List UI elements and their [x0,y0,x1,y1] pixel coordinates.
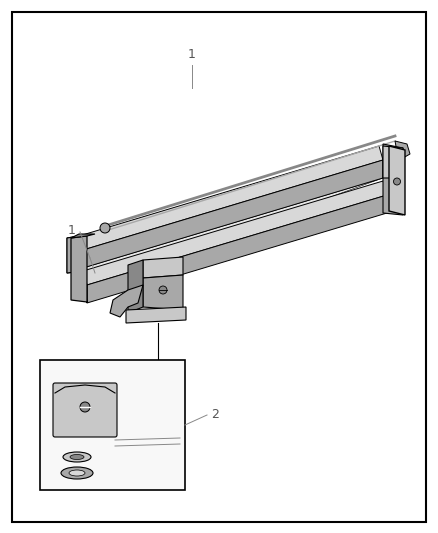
Polygon shape [389,146,405,215]
Polygon shape [143,275,183,310]
Text: 1: 1 [188,49,196,61]
Polygon shape [128,260,143,313]
Ellipse shape [61,467,93,479]
Ellipse shape [70,455,84,459]
Text: 1: 1 [68,223,76,237]
Circle shape [393,178,400,185]
Polygon shape [383,146,403,178]
Polygon shape [71,236,87,302]
Ellipse shape [63,452,91,462]
Polygon shape [126,307,186,323]
Polygon shape [83,178,383,285]
Polygon shape [87,195,387,303]
Text: 2: 2 [211,408,219,422]
Ellipse shape [69,470,85,476]
Circle shape [80,402,90,412]
Polygon shape [67,236,83,273]
Polygon shape [143,257,183,278]
Polygon shape [83,160,383,268]
Circle shape [159,286,167,294]
FancyBboxPatch shape [53,383,117,437]
Polygon shape [110,285,143,317]
Polygon shape [79,236,87,303]
Polygon shape [79,146,383,250]
Polygon shape [83,181,387,285]
Polygon shape [395,141,410,158]
Polygon shape [383,144,403,215]
Polygon shape [67,236,87,303]
Polygon shape [71,234,95,238]
Circle shape [100,223,110,233]
Bar [40,360,185,490]
